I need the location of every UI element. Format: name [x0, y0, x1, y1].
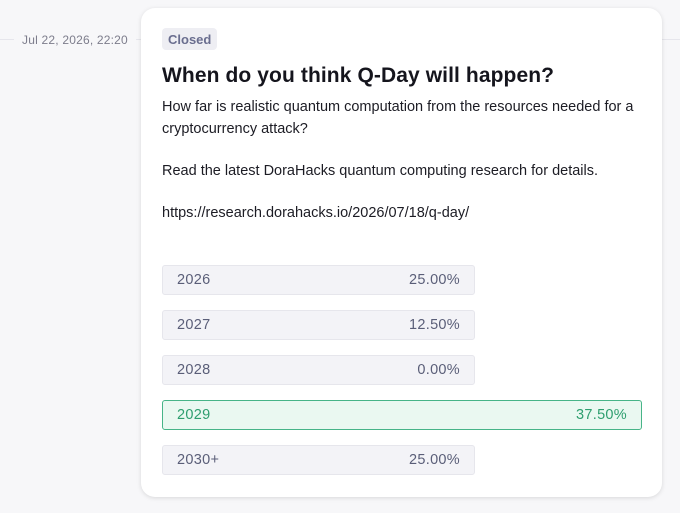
option-label: 2026: [177, 272, 211, 288]
poll-question: When do you think Q-Day will happen?: [162, 64, 555, 87]
post-timestamp: Jul 22, 2026, 22:20: [14, 31, 136, 49]
option-label: 2028: [177, 362, 211, 378]
option-label: 2030+: [177, 452, 220, 468]
poll-option-2026[interactable]: 2026 25.00%: [162, 265, 475, 295]
poll-option-2029[interactable]: 2029 37.50%: [162, 400, 642, 430]
option-percent: 12.50%: [409, 317, 460, 333]
poll-option-2030-plus[interactable]: 2030+ 25.00%: [162, 445, 475, 475]
option-percent: 0.00%: [417, 362, 460, 378]
poll-option-2027[interactable]: 2027 12.50%: [162, 310, 475, 340]
option-percent: 25.00%: [409, 452, 460, 468]
status-badge: Closed: [162, 28, 218, 50]
research-link[interactable]: https://research.dorahacks.io/2026/07/18…: [162, 205, 470, 221]
option-percent: 25.00%: [409, 272, 460, 288]
option-percent: 37.50%: [576, 407, 627, 423]
poll-research-note: Read the latest DoraHacks quantum comput…: [162, 163, 599, 179]
option-label: 2029: [177, 407, 211, 423]
poll-card: Closed When do you think Q-Day will happ…: [141, 8, 662, 497]
poll-option-2028[interactable]: 2028 0.00%: [162, 355, 475, 385]
poll-description: How far is realistic quantum computation…: [162, 99, 634, 137]
option-label: 2027: [177, 317, 211, 333]
